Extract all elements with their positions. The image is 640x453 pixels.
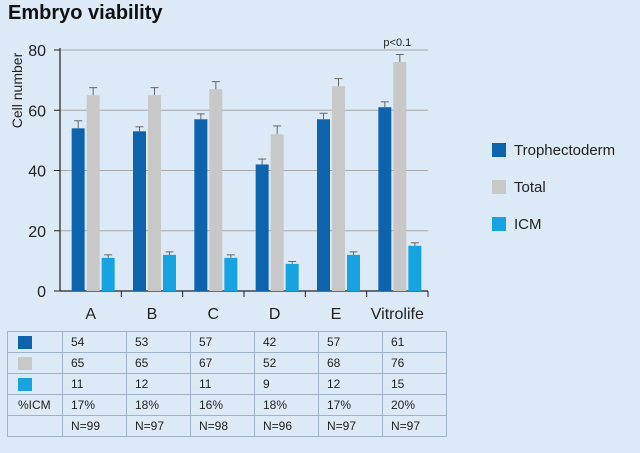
legend-item-icm: ICM: [492, 214, 615, 234]
bar-trophectoderm-e: [317, 119, 330, 291]
bar-icm-a: [101, 257, 115, 291]
table-cell: N=97: [126, 415, 191, 437]
x-tick-label: A: [85, 306, 96, 323]
legend-label-icm: ICM: [514, 215, 542, 233]
table-row-swatch: [18, 378, 32, 392]
y-tick-label: 80: [28, 43, 46, 60]
table-cell: 15: [382, 373, 447, 395]
table-cell: 76: [382, 352, 447, 374]
table-cell: 53: [126, 331, 191, 353]
table-cell: 16%: [190, 394, 255, 416]
table-row-key: %ICM: [7, 394, 63, 416]
x-tick-label: B: [147, 306, 158, 323]
table-row: 54 53 57 42 57 61: [7, 331, 447, 353]
x-tick-label: C: [208, 306, 220, 323]
legend-label-total: Total: [514, 178, 546, 196]
data-table: 54 53 57 42 57 61 65 65 67 52 68 76 11 12 11 9 12 15 %ICM 1…: [7, 331, 447, 437]
legend-swatch-trophectoderm: [492, 143, 506, 157]
table-cell: 67: [190, 352, 255, 374]
table-row: N=99 N=97 N=98 N=96 N=97 N=97: [7, 415, 447, 437]
bar-trophectoderm-a: [71, 128, 85, 291]
bar-total-b: [148, 95, 161, 291]
legend-item-trophectoderm: Trophectoderm: [492, 140, 615, 160]
chart-title: Embryo viability: [8, 2, 163, 24]
table-cell: 57: [190, 331, 255, 353]
table-cell: 11: [190, 373, 255, 395]
bar-total-a: [86, 95, 100, 291]
bar-trophectoderm-d: [255, 164, 269, 291]
table-row: 11 12 11 9 12 15: [7, 373, 447, 395]
table-cell: N=98: [190, 415, 255, 437]
bar-total-vitrolife: [393, 62, 407, 291]
x-tick-label: D: [269, 306, 281, 323]
bar-total-c: [209, 89, 223, 291]
legend-swatch-icm: [492, 217, 506, 231]
bar-icm-b: [163, 254, 176, 291]
y-tick-label: 60: [28, 103, 46, 120]
table-cell: 17%: [62, 394, 127, 416]
table-row-key: [7, 331, 63, 353]
table-cell: 65: [126, 352, 191, 374]
table-row-swatch: [18, 357, 32, 371]
chart-legend: Trophectoderm Total ICM: [492, 140, 615, 251]
bar-total-e: [332, 86, 345, 292]
table-row-key: [7, 373, 63, 395]
table-cell: 9: [254, 373, 319, 395]
y-tick-label: 40: [28, 164, 46, 181]
bar-trophectoderm-vitrolife: [378, 107, 392, 291]
y-tick-label: 0: [37, 284, 46, 301]
table-cell: 52: [254, 352, 319, 374]
table-cell: N=96: [254, 415, 319, 437]
table-cell: 54: [62, 331, 127, 353]
bar-icm-c: [224, 257, 238, 291]
bar-trophectoderm-b: [133, 131, 146, 291]
table-cell: 42: [254, 331, 319, 353]
table-cell: 61: [382, 331, 447, 353]
table-cell: 18%: [126, 394, 191, 416]
y-axis-label: Cell number: [9, 52, 25, 128]
legend-label-trophectoderm: Trophectoderm: [514, 141, 616, 159]
legend-item-total: Total: [492, 177, 615, 197]
bar-total-d: [270, 134, 284, 291]
bar-trophectoderm-c: [194, 119, 208, 291]
legend-swatch-total: [492, 180, 506, 194]
table-cell: 57: [318, 331, 383, 353]
table-cell: N=97: [382, 415, 447, 437]
x-tick-label: E: [331, 306, 342, 323]
y-tick-label: 20: [28, 224, 46, 241]
significance-annotation: p<0.1: [383, 37, 411, 49]
table-row: 65 65 67 52 68 76: [7, 352, 447, 374]
table-row: %ICM 17% 18% 16% 18% 17% 20%: [7, 394, 447, 416]
table-cell: 17%: [318, 394, 383, 416]
bar-icm-vitrolife: [408, 245, 422, 291]
table-cell: 65: [62, 352, 127, 374]
table-cell: 12: [126, 373, 191, 395]
table-row-key: [7, 352, 63, 374]
bar-icm-d: [285, 263, 299, 291]
table-cell: 11: [62, 373, 127, 395]
table-cell: 18%: [254, 394, 319, 416]
table-cell: N=99: [62, 415, 127, 437]
table-row-key: [7, 415, 63, 437]
table-cell: 12: [318, 373, 383, 395]
table-cell: 20%: [382, 394, 447, 416]
table-cell: 68: [318, 352, 383, 374]
bar-icm-e: [347, 254, 360, 291]
table-row-swatch: [18, 336, 32, 350]
table-cell: N=97: [318, 415, 383, 437]
x-tick-label: Vitrolife: [371, 306, 424, 323]
